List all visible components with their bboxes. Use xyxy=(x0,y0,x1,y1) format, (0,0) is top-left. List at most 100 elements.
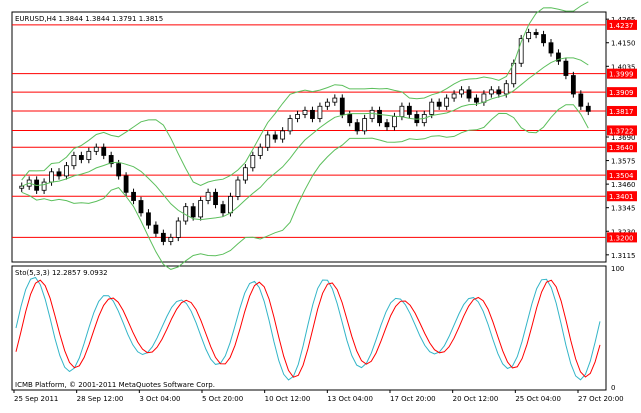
candle xyxy=(257,146,263,156)
candle xyxy=(429,101,435,115)
time-tick-label: 27 Oct 20:00 xyxy=(578,395,624,403)
candle xyxy=(526,32,532,40)
candle xyxy=(242,167,248,181)
candle xyxy=(585,105,591,112)
candle xyxy=(108,155,114,165)
candle xyxy=(235,179,241,197)
watermark: ICMB Platform, © 2001-2011 MetaQuotes So… xyxy=(15,381,215,389)
candle xyxy=(116,163,122,177)
level-tag xyxy=(607,191,637,202)
candle xyxy=(362,118,368,132)
level-tag-label: 1.4237 xyxy=(609,22,634,30)
candle xyxy=(78,155,84,160)
level-tag-label: 1.3817 xyxy=(609,108,634,116)
level-tag-label: 1.3401 xyxy=(609,193,634,201)
bands-upper-line xyxy=(21,1,589,186)
time-tick-label: 13 Oct 04:00 xyxy=(327,395,373,403)
candle xyxy=(64,165,69,177)
level-tag-label: 1.3640 xyxy=(609,144,634,152)
candle xyxy=(556,52,561,62)
time-tick-label: 17 Oct 20:00 xyxy=(390,395,436,403)
candle xyxy=(474,97,479,103)
time-tick-label: 10 Oct 12:00 xyxy=(265,395,311,403)
candle xyxy=(138,200,144,214)
candle xyxy=(406,105,412,115)
candle xyxy=(190,206,196,218)
level-tag xyxy=(607,68,637,79)
price-tick-label: 1.3345 xyxy=(611,205,636,213)
candle xyxy=(563,60,569,76)
candle xyxy=(295,114,300,119)
price-tick-label: 1.3230 xyxy=(611,228,636,236)
candle xyxy=(332,97,338,103)
candle xyxy=(153,224,159,234)
candle xyxy=(198,200,204,218)
price-tick-label: 1.3690 xyxy=(611,134,636,142)
price-tick-label: 1.4150 xyxy=(611,40,636,48)
candle xyxy=(459,89,464,95)
candle xyxy=(444,97,450,107)
price-tick-label: 1.3460 xyxy=(611,181,636,189)
candle xyxy=(496,89,502,95)
candle xyxy=(71,155,77,167)
stochastic-panel xyxy=(11,265,607,391)
candle xyxy=(466,89,472,99)
bands-middle-line xyxy=(21,57,589,221)
time-tick-label: 20 Oct 12:00 xyxy=(453,395,499,403)
level-tag xyxy=(607,87,637,98)
bands-lower-line xyxy=(21,104,589,270)
candle xyxy=(220,204,226,214)
candle xyxy=(548,42,554,54)
candle xyxy=(578,93,584,107)
level-tag-label: 1.3200 xyxy=(609,234,634,242)
candle xyxy=(272,134,278,140)
candle xyxy=(19,185,25,189)
indicator-label: Sto(5,3,3) 12.2857 9.0932 xyxy=(15,269,108,277)
candle xyxy=(168,237,174,242)
candle xyxy=(347,114,353,124)
candle xyxy=(324,101,330,107)
candle xyxy=(131,191,136,201)
candle xyxy=(310,109,315,119)
level-tag-label: 1.3722 xyxy=(609,127,634,135)
candle xyxy=(541,34,546,44)
candle xyxy=(570,75,576,95)
time-tick-label: 5 Oct 20:00 xyxy=(202,395,243,403)
candle xyxy=(123,175,129,193)
price-tick-label: 1.3115 xyxy=(611,252,636,260)
candle xyxy=(265,134,271,148)
candle xyxy=(93,146,99,152)
level-tag xyxy=(607,19,637,30)
candle xyxy=(213,191,218,206)
candle xyxy=(228,196,233,214)
time-tick-label: 28 Sep 12:00 xyxy=(77,395,124,403)
candle xyxy=(377,109,382,124)
price-tick-label: 1.4035 xyxy=(611,63,636,71)
level-tag-label: 1.3999 xyxy=(609,71,634,79)
price-tick-label: 1.3575 xyxy=(611,158,636,166)
candle xyxy=(280,130,286,140)
candle xyxy=(384,122,390,128)
time-tick-label: 3 Oct 04:00 xyxy=(139,395,180,403)
stochastic-main-line xyxy=(15,276,601,381)
candle xyxy=(302,109,308,115)
candle xyxy=(518,38,524,64)
candle xyxy=(451,93,457,99)
symbol-label: EURUSD,H4 1.3844 1.3844 1.3791 1.3815 xyxy=(15,15,163,23)
candle xyxy=(56,171,62,177)
candle xyxy=(399,105,405,117)
level-tag xyxy=(607,142,637,153)
candle xyxy=(488,89,494,95)
candle xyxy=(175,220,181,238)
level-tag xyxy=(607,125,637,136)
stochastic-tick-label: 0 xyxy=(611,384,615,392)
level-tag-label: 1.3909 xyxy=(609,89,634,97)
candle xyxy=(533,32,539,35)
level-tag xyxy=(607,232,637,243)
stochastic-tick-label: 100 xyxy=(611,265,624,273)
time-tick-label: 25 Oct 04:00 xyxy=(515,395,561,403)
time-tick-label: 25 Sep 2011 xyxy=(14,395,58,403)
candle xyxy=(339,97,345,115)
level-tag xyxy=(607,105,637,116)
